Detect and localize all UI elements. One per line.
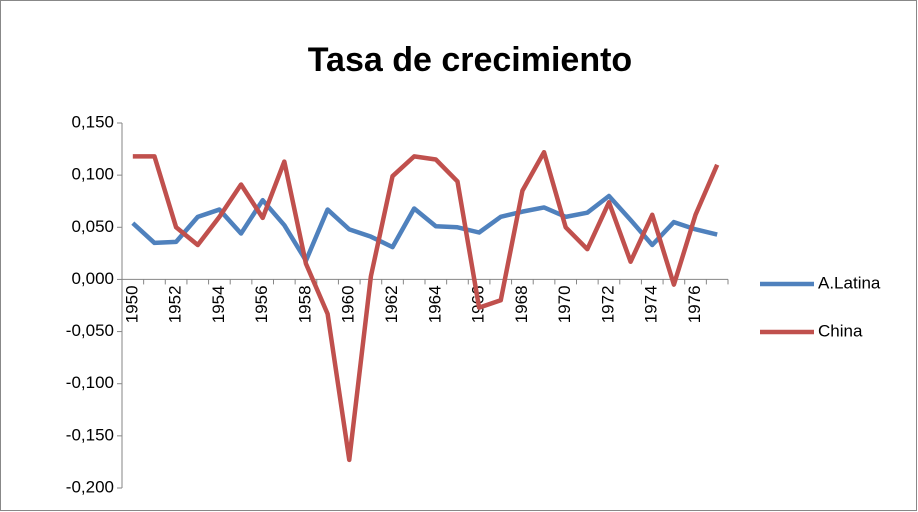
- x-tick-label: 1968: [512, 285, 531, 323]
- y-tick-label: 0,000: [71, 269, 114, 288]
- chart-title: Tasa de crecimiento: [308, 41, 632, 79]
- x-tick-label: 1972: [598, 285, 617, 323]
- y-tick-label: 0,100: [71, 165, 114, 184]
- x-tick-label: 1956: [252, 285, 271, 323]
- x-tick-label: 1958: [295, 285, 314, 323]
- y-tick-label: 0,050: [71, 217, 114, 236]
- x-tick-label: 1974: [642, 285, 661, 323]
- legend-label: China: [818, 321, 863, 340]
- y-tick-label: 0,150: [71, 112, 114, 131]
- y-tick-label: -0,200: [66, 477, 114, 496]
- line-series: [131, 193, 718, 263]
- x-tick-label: 1950: [122, 285, 141, 323]
- x-tick-label: 1962: [382, 285, 401, 323]
- x-tick-label: 1964: [425, 285, 444, 323]
- y-tick-label: -0,100: [66, 373, 114, 392]
- x-tick-label: 1960: [339, 285, 358, 323]
- x-tick-label: 1952: [166, 285, 185, 323]
- legend-label: A.Latina: [818, 273, 881, 292]
- x-tick-label: 1954: [209, 285, 228, 323]
- line-series: [132, 149, 720, 463]
- y-tick-label: -0,150: [66, 425, 114, 444]
- y-tick-label: -0,050: [66, 321, 114, 340]
- x-tick-label: 1970: [555, 285, 574, 323]
- x-tick-label: 1976: [685, 285, 704, 323]
